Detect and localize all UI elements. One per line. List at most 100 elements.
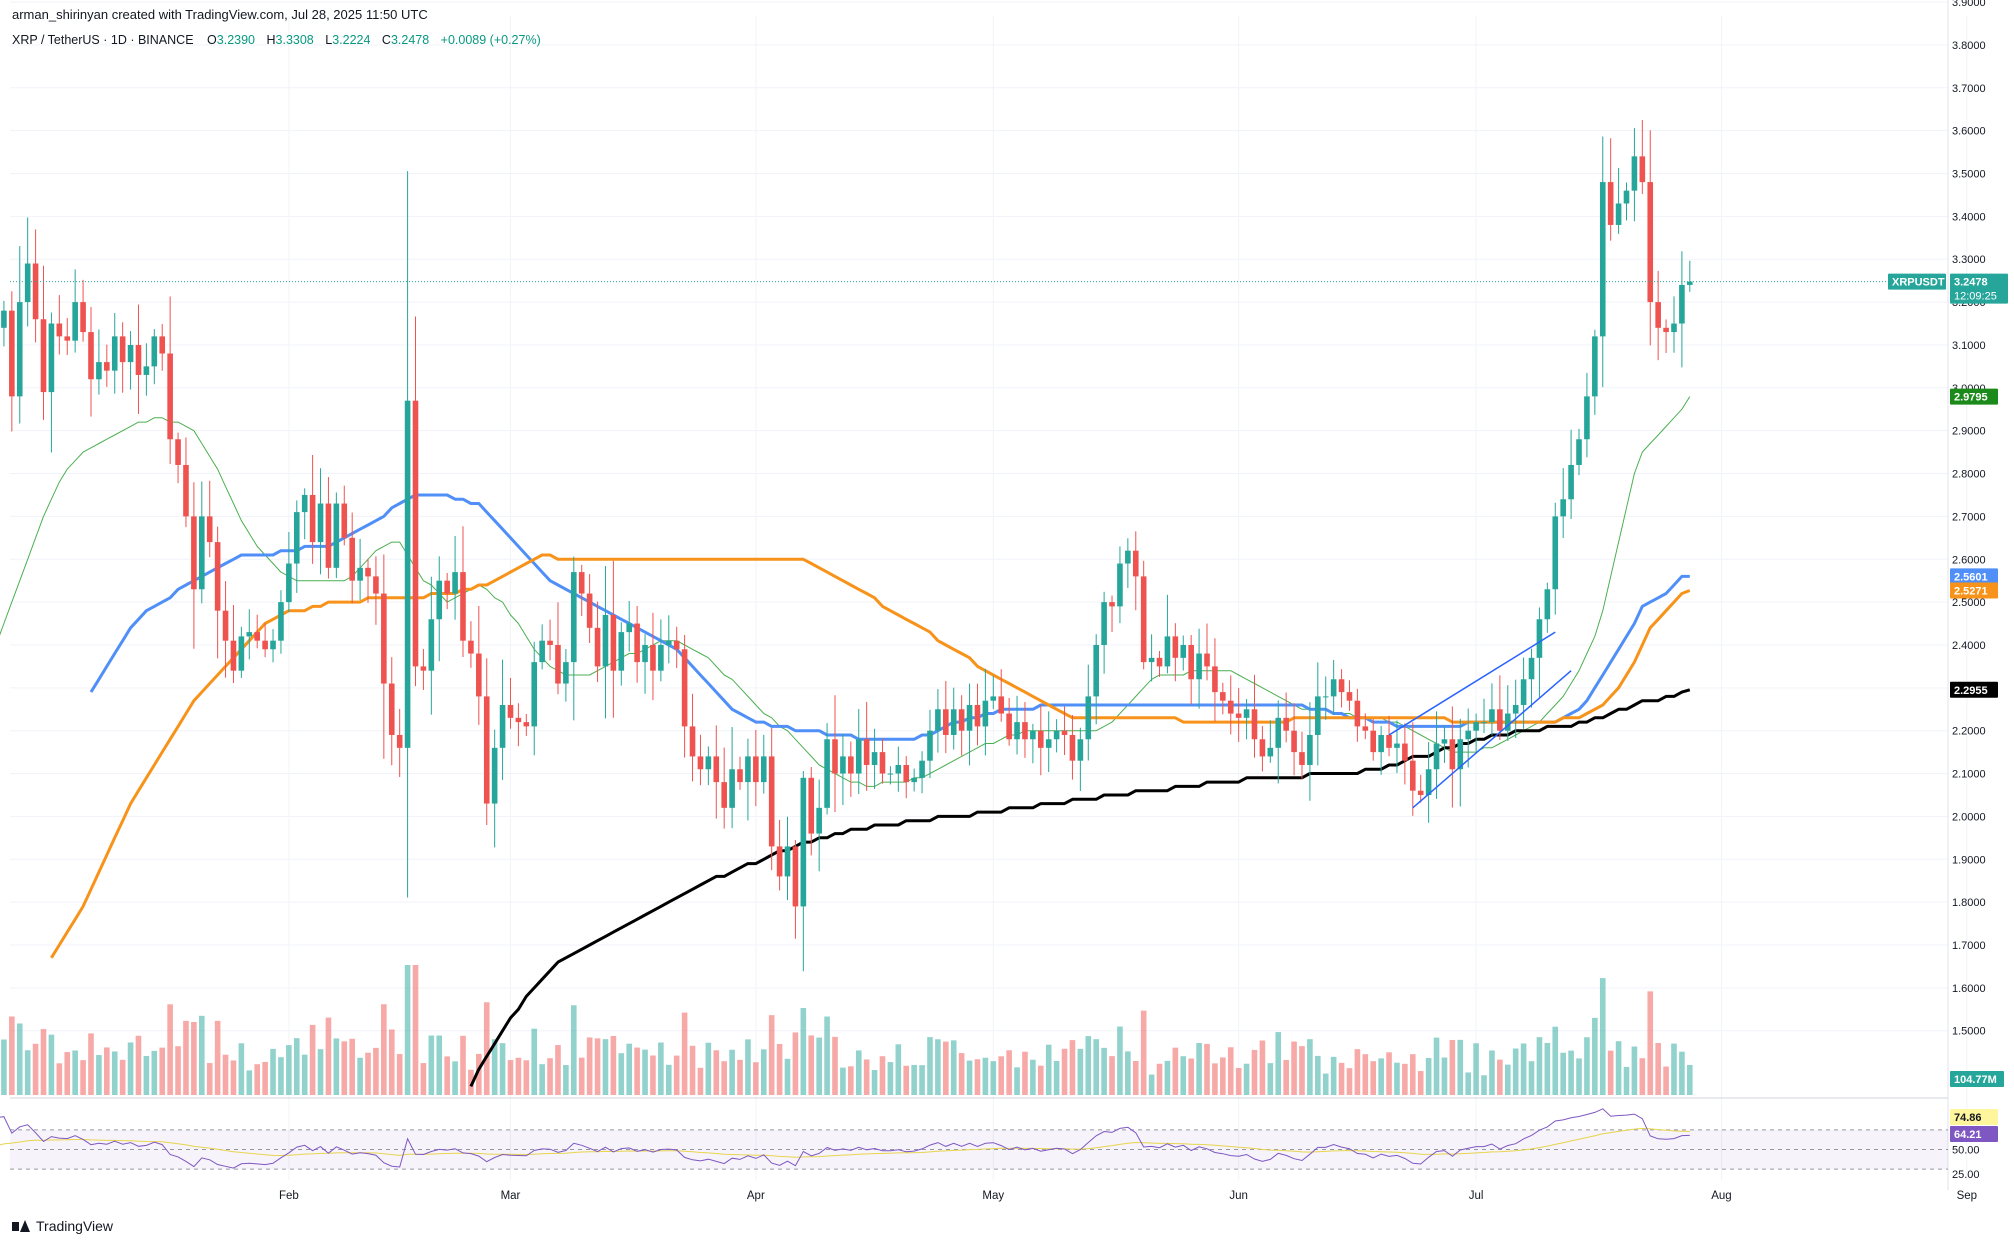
volume-bar	[1077, 1048, 1084, 1095]
volume-bar	[1370, 1061, 1377, 1095]
candle-body	[499, 704, 506, 748]
candle-body	[444, 580, 450, 594]
candle-body	[119, 336, 126, 363]
candle-body	[943, 709, 949, 735]
candle-body	[1346, 692, 1353, 701]
candle-body	[990, 696, 997, 701]
ohlc-close: C3.2478	[381, 33, 430, 47]
volume-bar	[191, 1021, 197, 1095]
volume-bar	[966, 1060, 973, 1095]
candle-body	[1671, 323, 1677, 333]
volume-bar	[800, 1008, 807, 1095]
price-label-ma50-bg	[1950, 568, 1998, 585]
volume-bar	[1449, 1039, 1456, 1095]
candle-body	[468, 640, 474, 654]
volume-bar	[214, 1020, 221, 1095]
candle-body	[491, 747, 498, 804]
volume-bar	[737, 1059, 743, 1095]
volume-bar	[1663, 1066, 1669, 1095]
price-tick-label: 3.5000	[1952, 169, 1986, 181]
candle-body	[673, 640, 680, 650]
volume-bar	[1631, 1046, 1638, 1095]
candle-body	[111, 336, 118, 371]
volume-bar	[594, 1038, 601, 1095]
volume-bar	[840, 1067, 846, 1095]
ma200-line	[469, 688, 1691, 1088]
volume-bar	[824, 1016, 830, 1095]
candle-body	[863, 739, 870, 765]
volume-bar	[1330, 1056, 1337, 1095]
volume-bar	[887, 1062, 894, 1095]
price-tick-label: 3.6000	[1952, 126, 1986, 138]
ma50-line	[89, 493, 1690, 741]
volume-bar	[1386, 1052, 1392, 1095]
volume-bar	[958, 1053, 965, 1095]
tradingview-logo[interactable]: TradingView	[12, 1218, 113, 1234]
candle-body	[745, 756, 751, 783]
volume-bar	[483, 1002, 490, 1095]
price-tick-label: 3.8000	[1952, 40, 1986, 52]
volume-bar	[1615, 1041, 1622, 1095]
candle-body	[982, 700, 989, 727]
time-tick-label: Jul	[1469, 1190, 1484, 1202]
candle-body	[737, 769, 743, 783]
volume-bar	[658, 1042, 664, 1095]
candle-body	[1156, 657, 1163, 667]
ohlc-low: L3.2224	[325, 33, 371, 47]
price-tick-label: 3.3000	[1952, 254, 1986, 266]
candle-body	[357, 567, 363, 581]
volume-bar	[784, 1058, 791, 1095]
price-label-ma200: 2.2955	[1950, 681, 1998, 698]
volume-bar	[721, 1061, 727, 1095]
candle-body	[1022, 722, 1028, 740]
volume-bar	[713, 1050, 720, 1095]
candle-body	[381, 593, 387, 684]
candle-body	[9, 310, 15, 397]
candle-body	[1227, 700, 1234, 714]
volume-bar	[420, 1063, 427, 1095]
volume-bar	[539, 1064, 545, 1095]
volume-bar	[1394, 1062, 1400, 1095]
volume-bar	[816, 1037, 822, 1095]
volume-bar	[808, 1035, 815, 1095]
candle-body	[950, 709, 957, 735]
candle-body	[840, 756, 846, 774]
author-credit: arman_shirinyan created with TradingView…	[12, 7, 428, 22]
volume-bar	[183, 1020, 189, 1095]
candle-body	[24, 263, 31, 303]
volume-bar	[1251, 1049, 1258, 1095]
volume-bar	[1584, 1037, 1590, 1095]
price-label-ma100: 2.5271	[1950, 582, 1998, 599]
volume-bar	[1536, 1037, 1543, 1095]
volume-bar	[222, 1054, 229, 1095]
volume-bar	[1639, 1058, 1646, 1095]
volume-bar	[1552, 1026, 1559, 1095]
candle-body	[333, 503, 340, 568]
price-tick-label: 3.4000	[1952, 211, 1986, 223]
volume-bar	[88, 1033, 94, 1095]
volume-bar	[151, 1050, 158, 1095]
candle-body	[1212, 666, 1218, 693]
volume-bar	[618, 1053, 625, 1095]
rsi-value-label-bg	[1950, 1126, 1998, 1142]
price-tick-label: 2.2000	[1952, 726, 1986, 738]
candle-body	[578, 572, 585, 594]
symbol-badge-text: XRPUSDT	[1892, 277, 1945, 289]
volume-bar	[903, 1065, 910, 1095]
rsi-tick-label: 25.00	[1952, 1169, 1980, 1181]
price-axis: 3.9000 3.8000 3.7000 3.6000 3.5000 3.4000 3.30…	[1952, 0, 1986, 1038]
candle-body	[879, 752, 886, 774]
candle-body	[278, 602, 284, 641]
volume-bar	[943, 1041, 949, 1095]
volume-bar	[96, 1055, 102, 1095]
symbol-legend: XRP / TetherUS · 1D · BINANCE O3.2390 H3…	[12, 33, 549, 47]
volume-bar	[863, 1059, 870, 1095]
volume-bar	[1560, 1052, 1566, 1095]
candle-body	[1291, 730, 1297, 753]
candle-body	[1441, 739, 1448, 744]
price-tick-label: 2.5000	[1952, 597, 1986, 609]
candle-body	[460, 572, 466, 641]
rsi-ma-label: 74.86	[1950, 1109, 1998, 1125]
candle-body	[1362, 726, 1369, 731]
